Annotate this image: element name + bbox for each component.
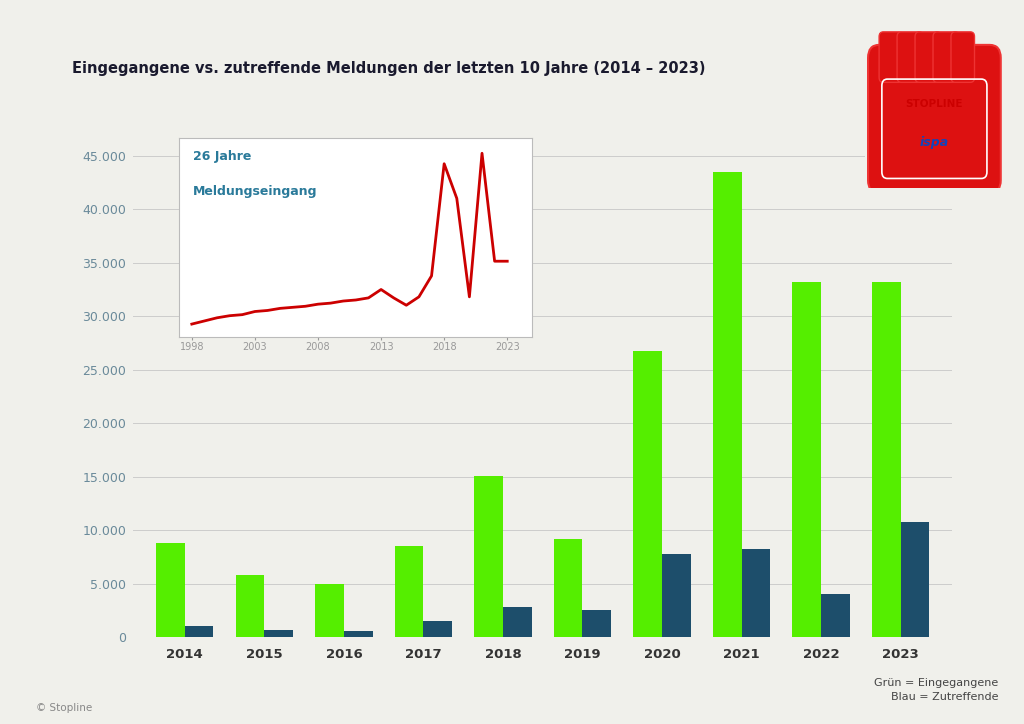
FancyBboxPatch shape xyxy=(951,32,975,83)
Bar xyxy=(344,631,373,637)
Text: 26 Jahre: 26 Jahre xyxy=(194,150,252,162)
Text: © Stopline: © Stopline xyxy=(36,703,92,713)
FancyBboxPatch shape xyxy=(915,32,941,83)
Bar xyxy=(236,575,264,637)
Text: Meldungseingang: Meldungseingang xyxy=(194,185,317,198)
Bar xyxy=(793,282,821,637)
Text: Blau = Zutreffende: Blau = Zutreffende xyxy=(891,692,998,702)
Bar xyxy=(315,584,344,637)
Bar xyxy=(503,607,531,637)
Bar xyxy=(741,550,770,637)
FancyBboxPatch shape xyxy=(879,32,902,83)
FancyBboxPatch shape xyxy=(897,32,924,83)
Bar xyxy=(474,476,503,637)
Text: Eingegangene vs. zutreffende Meldungen der letzten 10 Jahre (2014 – 2023): Eingegangene vs. zutreffende Meldungen d… xyxy=(72,61,706,76)
Bar xyxy=(554,539,583,637)
Bar xyxy=(901,521,929,637)
Bar xyxy=(872,282,901,637)
Bar xyxy=(663,554,690,637)
FancyBboxPatch shape xyxy=(933,32,959,83)
Bar xyxy=(423,621,452,637)
Text: ispa: ispa xyxy=(920,136,949,149)
Bar xyxy=(634,351,663,637)
Text: Grün = Eingegangene: Grün = Eingegangene xyxy=(874,678,998,688)
Bar xyxy=(821,594,850,637)
Bar xyxy=(713,172,741,637)
Bar xyxy=(583,610,611,637)
FancyBboxPatch shape xyxy=(868,45,1000,193)
Text: STOPLINE: STOPLINE xyxy=(905,98,964,109)
Bar xyxy=(264,630,293,637)
Bar xyxy=(395,546,423,637)
Bar xyxy=(157,543,184,637)
Bar xyxy=(184,626,213,637)
